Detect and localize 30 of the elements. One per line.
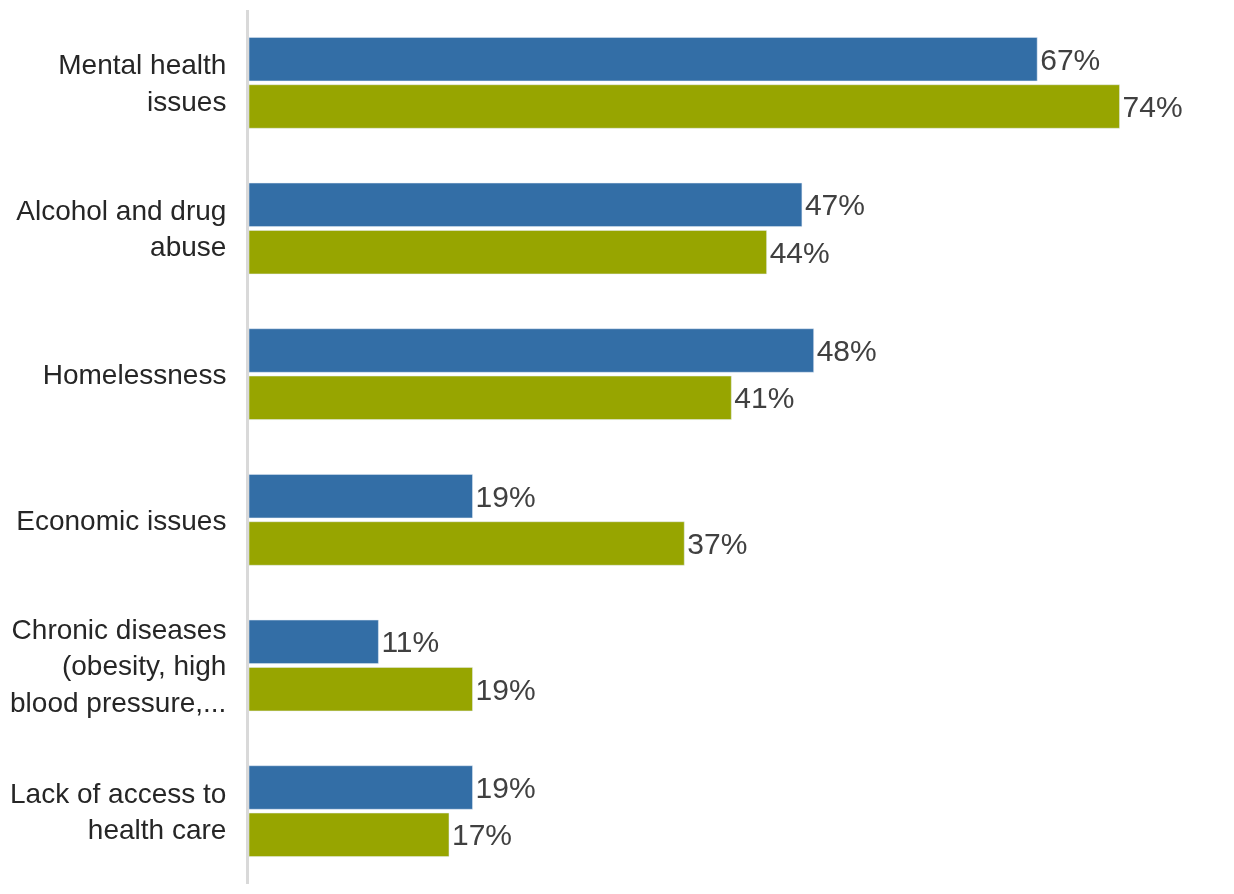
bar [249, 230, 767, 275]
data-label: 17% [451, 818, 513, 852]
bar [249, 812, 450, 857]
y-tick-label: Homelessness [42, 358, 227, 390]
data-label: 19% [475, 770, 536, 804]
bar [249, 667, 473, 712]
data-label: 41% [734, 381, 795, 415]
bar [249, 84, 1120, 129]
bar [249, 474, 473, 519]
data-label: 47% [804, 188, 865, 222]
data-label: 19% [475, 672, 536, 706]
bar [249, 37, 1038, 82]
bar [249, 619, 379, 664]
y-tick-label: Mental health issues [58, 49, 227, 117]
data-label: 19% [475, 479, 536, 513]
bar [249, 328, 814, 373]
data-label: 67% [1040, 42, 1101, 76]
bar [249, 765, 473, 810]
data-label: 74% [1122, 90, 1183, 123]
bar [249, 521, 685, 566]
y-tick-label: Economic issues [16, 504, 227, 536]
data-label: 37% [687, 527, 748, 561]
bar [249, 375, 732, 420]
bar [249, 182, 803, 227]
y-tick-label: Chronic diseases (obesity, high blood pressure,... [10, 613, 227, 718]
data-label: 11% [381, 625, 440, 659]
y-tick-label: Lack of access to health care [10, 777, 227, 846]
data-label: 44% [769, 235, 830, 269]
data-label: 48% [816, 333, 877, 367]
y-tick-label: Alcohol and drug abuse [16, 195, 227, 263]
